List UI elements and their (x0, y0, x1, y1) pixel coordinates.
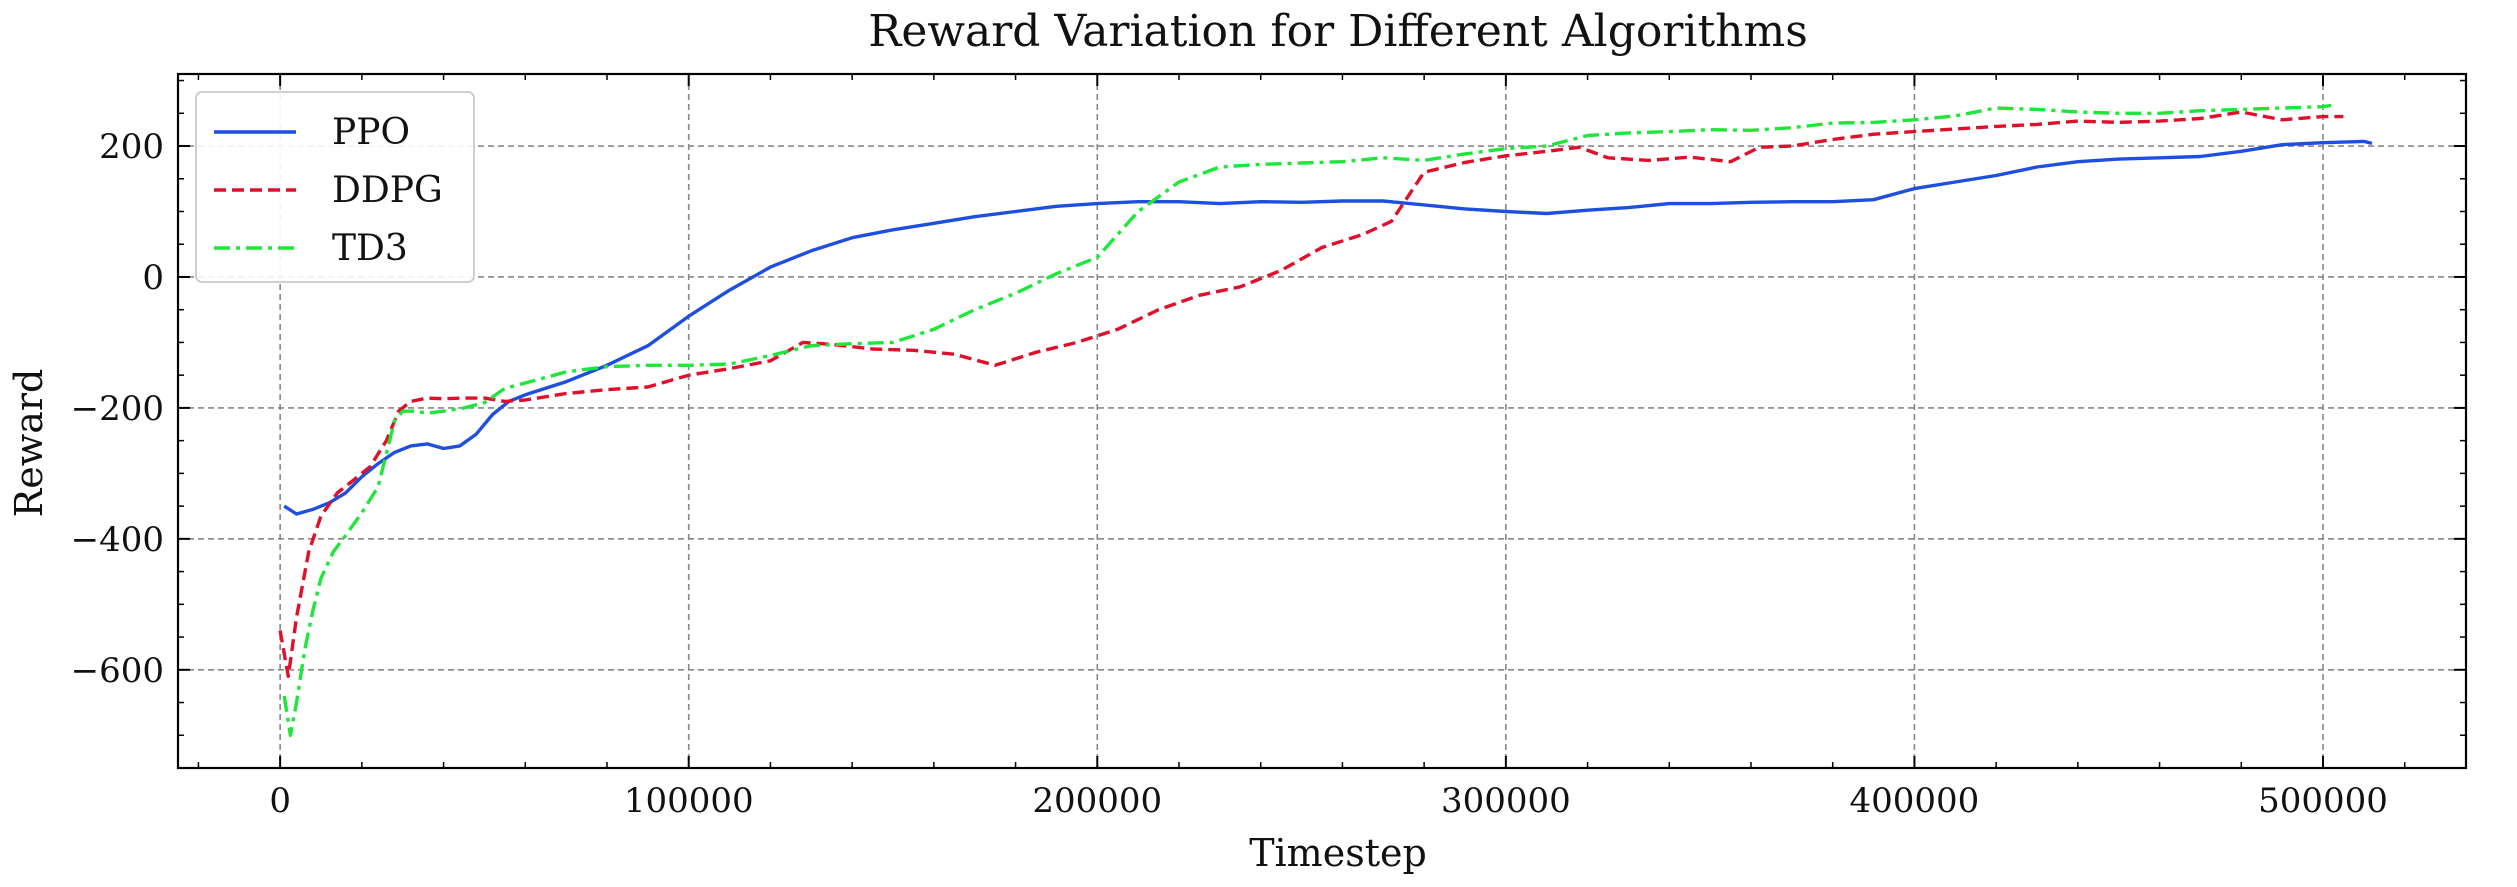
legend-label: PPO (332, 112, 410, 153)
x-tick-label: 400000 (1850, 781, 1980, 821)
legend-label: TD3 (332, 228, 408, 269)
grid (178, 74, 2466, 768)
legend-box (195, 91, 475, 283)
series-line-ppo (283, 139, 2373, 516)
chart-title: Reward Variation for Different Algorithm… (868, 6, 1808, 57)
y-axis-label: Reward (7, 369, 51, 518)
axis-ticks: 0 100000 200000 300000 400000 500000 −600 −400 −… (71, 74, 2466, 821)
x-tick-label: 0 (269, 781, 291, 821)
y-tick-label: 200 (99, 127, 164, 167)
x-tick-label: 100000 (624, 781, 754, 821)
y-tick-label: −200 (71, 389, 164, 429)
y-tick-label: 0 (142, 258, 164, 298)
series-layer (278, 103, 2373, 737)
x-tick-label: 300000 (1441, 781, 1571, 821)
plot-border (176, 72, 2468, 770)
y-tick-label: −400 (71, 520, 164, 560)
x-axis-label: Timestep (1249, 831, 1427, 875)
series-line-ddpg (278, 110, 2344, 678)
x-tick-label: 200000 (1032, 781, 1162, 821)
y-tick-label: −600 (71, 651, 164, 691)
plot-frame (176, 72, 2468, 770)
legend-label: DDPG (332, 170, 443, 211)
legend: PPO DDPG TD3 (195, 91, 475, 283)
x-tick-label: 500000 (2258, 781, 2388, 821)
series-line-td3 (282, 103, 2332, 737)
